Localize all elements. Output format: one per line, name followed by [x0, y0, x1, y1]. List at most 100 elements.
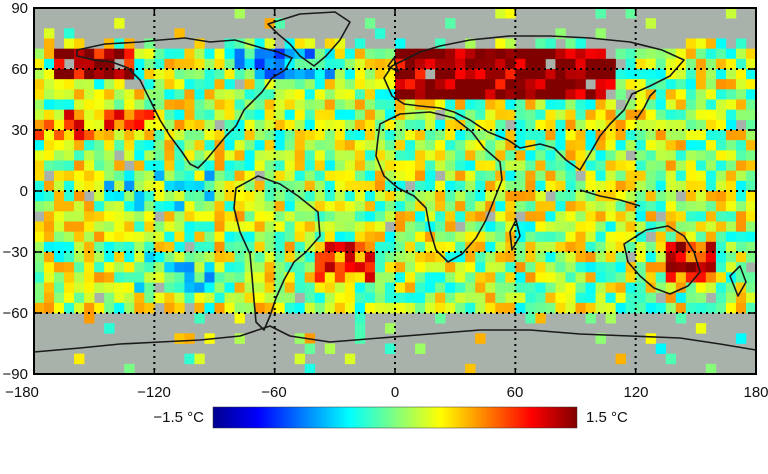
- anomaly-cell: [204, 130, 215, 141]
- anomaly-cell: [304, 343, 316, 354]
- anomaly-cell: [565, 89, 576, 100]
- anomaly-cell: [134, 140, 145, 151]
- anomaly-cell: [224, 180, 235, 192]
- anomaly-cell: [254, 48, 265, 60]
- anomaly-cell: [535, 302, 546, 314]
- anomaly-cell: [184, 109, 195, 121]
- anomaly-cell: [74, 211, 85, 222]
- anomaly-cell: [645, 302, 657, 314]
- anomaly-cell: [515, 282, 526, 293]
- anomaly-cell: [525, 211, 536, 222]
- anomaly-cell: [555, 58, 566, 70]
- anomaly-cell: [364, 18, 376, 29]
- anomaly-cell: [214, 201, 225, 212]
- anomaly-cell: [144, 48, 155, 60]
- anomaly-cell: [194, 109, 205, 121]
- anomaly-cell: [274, 201, 285, 212]
- anomaly-cell: [555, 119, 566, 131]
- anomaly-cell: [435, 292, 446, 304]
- anomaly-cell: [184, 119, 195, 131]
- anomaly-cell: [344, 282, 356, 293]
- anomaly-cell: [575, 160, 586, 171]
- anomaly-cell: [495, 58, 506, 70]
- anomaly-cell: [615, 140, 626, 151]
- anomaly-cell: [465, 252, 476, 263]
- anomaly-cell: [745, 292, 756, 304]
- anomaly-cell: [395, 231, 406, 243]
- anomaly-cell: [575, 48, 586, 60]
- anomaly-cell: [354, 211, 366, 222]
- anomaly-cell: [284, 109, 296, 121]
- anomaly-cell: [675, 79, 687, 90]
- anomaly-cell: [555, 48, 566, 60]
- anomaly-cell: [405, 79, 416, 90]
- anomaly-cell: [334, 58, 346, 70]
- anomaly-cell: [94, 201, 105, 212]
- anomaly-cell: [64, 140, 75, 151]
- anomaly-cell: [354, 38, 366, 49]
- anomaly-cell: [635, 211, 646, 222]
- anomaly-cell: [324, 130, 336, 141]
- anomaly-cell: [535, 89, 546, 100]
- anomaly-cell: [34, 252, 45, 263]
- anomaly-cell: [565, 221, 576, 232]
- anomaly-cell: [204, 109, 215, 121]
- anomaly-cell: [445, 170, 456, 182]
- anomaly-cell: [174, 262, 185, 273]
- anomaly-cell: [164, 109, 175, 121]
- anomaly-cell: [515, 79, 526, 90]
- anomaly-cell: [455, 180, 466, 192]
- anomaly-cell: [294, 201, 306, 212]
- anomaly-cell: [144, 79, 155, 90]
- anomaly-cell: [44, 241, 55, 253]
- anomaly-cell: [234, 160, 245, 171]
- anomaly-cell: [515, 130, 526, 141]
- anomaly-cell: [415, 140, 426, 151]
- anomaly-cell: [575, 180, 586, 192]
- anomaly-cell: [94, 180, 105, 192]
- anomaly-cell: [264, 302, 275, 314]
- anomaly-cell: [244, 231, 255, 243]
- anomaly-cell: [695, 241, 707, 253]
- anomaly-cell: [354, 170, 366, 182]
- anomaly-cell: [84, 180, 95, 192]
- anomaly-cell: [655, 262, 667, 273]
- anomaly-cell: [304, 99, 316, 110]
- anomaly-cell: [334, 262, 346, 273]
- anomaly-cell: [354, 282, 366, 293]
- anomaly-cell: [615, 160, 626, 171]
- anomaly-cell: [575, 221, 586, 232]
- anomaly-cell: [475, 89, 486, 100]
- anomaly-cell: [144, 119, 155, 131]
- anomaly-cell: [435, 140, 446, 151]
- anomaly-cell: [725, 201, 737, 212]
- anomaly-cell: [314, 69, 326, 80]
- anomaly-cell: [715, 109, 727, 121]
- anomaly-cell: [435, 241, 446, 253]
- anomaly-cell: [154, 89, 165, 100]
- anomaly-cell: [334, 241, 346, 253]
- anomaly-cell: [274, 140, 285, 151]
- anomaly-cell: [184, 201, 195, 212]
- anomaly-cell: [655, 160, 667, 171]
- anomaly-cell: [585, 58, 596, 70]
- anomaly-cell: [244, 58, 255, 70]
- anomaly-cell: [675, 130, 687, 141]
- anomaly-cell: [695, 48, 707, 60]
- anomaly-cell: [485, 109, 496, 121]
- anomaly-cell: [705, 79, 717, 90]
- anomaly-cell: [44, 282, 55, 293]
- anomaly-cell: [204, 241, 215, 253]
- anomaly-cell: [214, 292, 225, 304]
- anomaly-cell: [445, 18, 456, 29]
- anomaly-cell: [655, 79, 667, 90]
- anomaly-cell: [44, 272, 55, 283]
- anomaly-cell: [134, 180, 145, 192]
- anomaly-cell: [725, 130, 737, 141]
- anomaly-cell: [244, 272, 255, 283]
- coast-australia: [623, 225, 701, 295]
- anomaly-cell: [475, 150, 486, 161]
- anomaly-cell: [264, 38, 275, 49]
- anomaly-cell: [415, 191, 426, 202]
- colorbar: −1.5 °C 1.5 °C: [153, 406, 628, 429]
